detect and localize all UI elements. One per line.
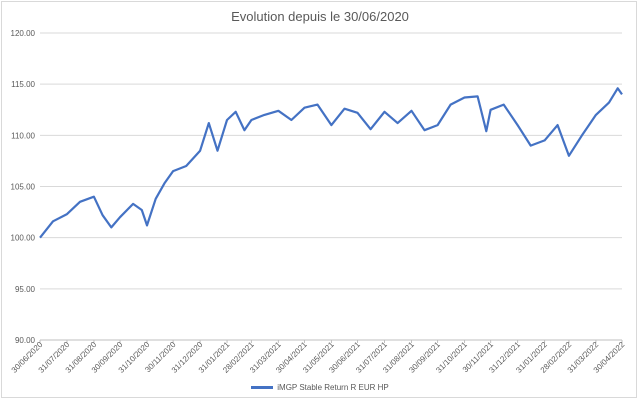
y-tick-label: 120.00 (11, 29, 36, 38)
gridlines (40, 32, 622, 341)
legend-label: iMGP Stable Return R EUR HP (277, 383, 389, 392)
y-tick-label: 110.00 (11, 131, 35, 140)
y-tick-label: 90.00 (15, 336, 36, 345)
y-tick-label: 115.00 (11, 80, 35, 89)
legend-swatch (251, 386, 274, 390)
y-tick-label: 105.00 (11, 183, 36, 192)
chart-title: Evolution depuis le 30/06/2020 (231, 9, 409, 24)
series-layer (39, 87, 623, 239)
y-axis-ticks: 120.00 115.00 110.00 105.00 100.00 95.00 90.00 (11, 29, 36, 345)
y-tick-label: 100.00 (11, 234, 36, 243)
series-line (39, 87, 623, 239)
legend: iMGP Stable Return R EUR HP (0, 383, 640, 392)
y-tick-label: 95.00 (15, 285, 36, 294)
x-axis-ticks: 30/06/202031/07/202031/08/202030/09/2020… (10, 340, 627, 375)
